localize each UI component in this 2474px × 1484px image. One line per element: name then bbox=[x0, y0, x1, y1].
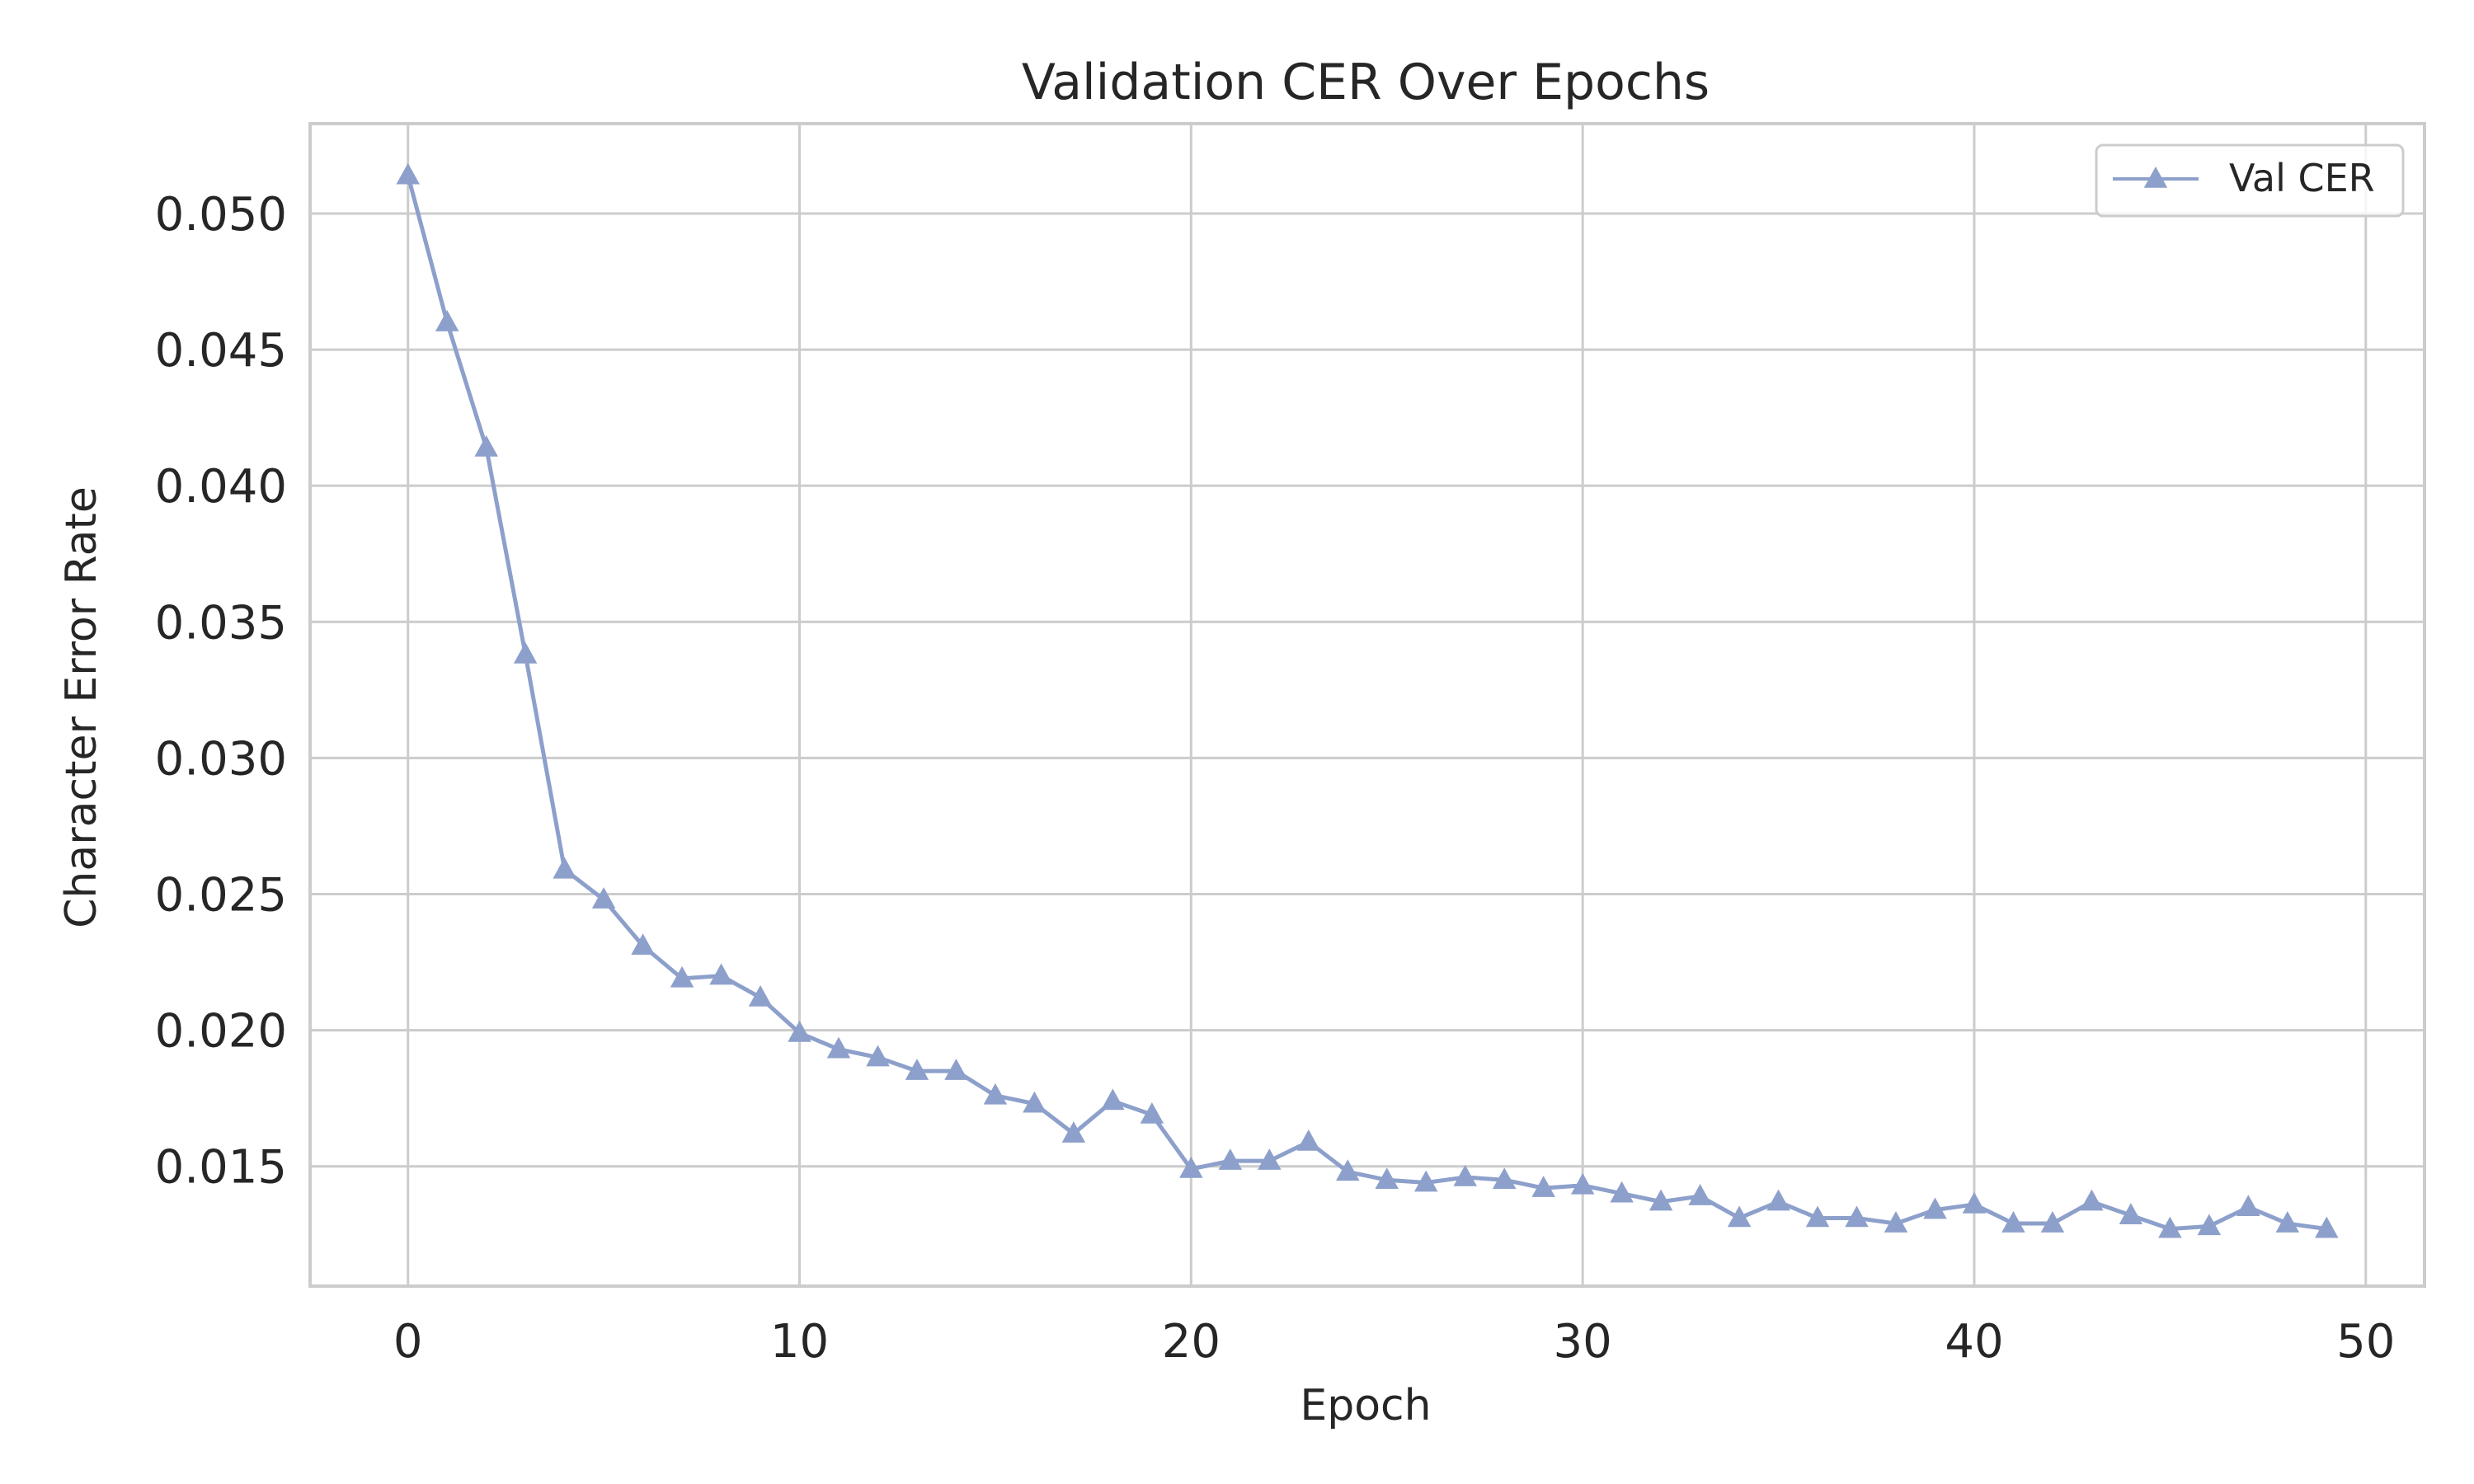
val-cer-point bbox=[1492, 1167, 1517, 1190]
val-cer-point bbox=[1258, 1148, 1282, 1170]
val-cer-point bbox=[1610, 1181, 1634, 1203]
val-cer-point bbox=[1023, 1091, 1047, 1113]
val-cer-point bbox=[866, 1045, 890, 1067]
val-cer-point bbox=[1727, 1205, 1752, 1228]
val-cer-point bbox=[826, 1036, 851, 1059]
val-cer-point bbox=[1061, 1121, 1086, 1143]
val-cer-point bbox=[2040, 1211, 2065, 1233]
grid-lines bbox=[310, 124, 2425, 1286]
y-tick-label: 0.040 bbox=[155, 460, 287, 514]
x-tick-label: 50 bbox=[2336, 1315, 2395, 1369]
legend-box bbox=[2095, 143, 2405, 218]
val-cer-point bbox=[2119, 1203, 2143, 1224]
val-cer-point bbox=[1766, 1189, 1790, 1211]
val-cer-point bbox=[1884, 1211, 1908, 1233]
y-tick-label: 0.025 bbox=[155, 868, 287, 922]
val-cer-point bbox=[1375, 1167, 1399, 1190]
val-cer-point bbox=[1453, 1164, 1477, 1186]
val-cer-point bbox=[1218, 1148, 1243, 1170]
val-cer-point bbox=[788, 1020, 811, 1042]
val-cer-point bbox=[1413, 1170, 1438, 1192]
val-cer-point bbox=[2315, 1216, 2339, 1238]
val-cer-point bbox=[396, 162, 420, 185]
val-cer-point bbox=[905, 1059, 929, 1080]
x-tick-label: 0 bbox=[393, 1315, 423, 1369]
x-tick-label: 30 bbox=[1554, 1315, 1612, 1369]
val-cer-point bbox=[631, 933, 655, 956]
val-cer-point bbox=[2197, 1214, 2222, 1236]
y-tick-label: 0.020 bbox=[155, 1005, 287, 1059]
series-layer bbox=[396, 162, 2339, 1238]
val-cer-point bbox=[1570, 1172, 1595, 1195]
val-cer-point bbox=[591, 887, 616, 909]
x-axis-label: Epoch bbox=[1300, 1381, 1431, 1430]
val-cer-point bbox=[513, 641, 538, 664]
y-axis-label: Character Error Rate bbox=[57, 486, 106, 928]
val-cer-point bbox=[1140, 1101, 1164, 1124]
val-cer-point bbox=[1962, 1191, 1987, 1214]
legend-triangle-marker bbox=[2143, 167, 2168, 188]
val-cer-point bbox=[1649, 1189, 1673, 1211]
val-cer-point bbox=[1336, 1159, 1360, 1181]
val-cer-point bbox=[1845, 1205, 1869, 1228]
val-cer-point bbox=[435, 310, 459, 331]
y-tick-label: 0.015 bbox=[155, 1141, 287, 1195]
val-cer-point bbox=[1179, 1157, 1203, 1178]
val-cer-point bbox=[2158, 1216, 2182, 1238]
val-cer-point bbox=[2080, 1189, 2104, 1211]
val-cer-point bbox=[709, 963, 733, 985]
val-cer-point bbox=[670, 965, 694, 988]
y-tick-label: 0.050 bbox=[155, 188, 287, 242]
y-tick-label: 0.045 bbox=[155, 324, 287, 378]
val-cer-point bbox=[1923, 1197, 1947, 1219]
y-tick-label: 0.030 bbox=[155, 732, 287, 786]
y-tick-labels: 0.015 0.020 0.025 0.030 0.035 0.040 0.045 0.050 bbox=[155, 188, 287, 1195]
val-cer-point bbox=[2001, 1211, 2025, 1233]
val-cer-point bbox=[1101, 1088, 1125, 1111]
chart-title: Validation CER Over Epochs bbox=[1022, 54, 1710, 111]
legend: Val CER bbox=[2095, 143, 2405, 218]
x-tick-label: 20 bbox=[1162, 1315, 1221, 1369]
val-cer-point bbox=[748, 984, 773, 1007]
val-cer-point bbox=[1531, 1176, 1555, 1197]
val-cer-point bbox=[983, 1082, 1008, 1105]
y-tick-label: 0.035 bbox=[155, 596, 287, 650]
val-cer-point bbox=[1805, 1205, 1830, 1228]
val-cer-point bbox=[1688, 1184, 1712, 1205]
val-cer-point bbox=[1296, 1129, 1321, 1151]
val-cer-point bbox=[553, 857, 576, 879]
x-tick-label: 10 bbox=[770, 1315, 829, 1369]
val-cer-point bbox=[944, 1059, 968, 1080]
plot-frame bbox=[308, 122, 2426, 1288]
val-cer-point bbox=[474, 434, 498, 457]
val-cer-point bbox=[2275, 1211, 2300, 1233]
x-tick-labels: 0 10 20 30 40 50 bbox=[393, 1315, 2396, 1369]
val-cer-point bbox=[2236, 1195, 2260, 1217]
legend-label-val-cer: Val CER bbox=[2229, 156, 2375, 200]
x-tick-label: 40 bbox=[1945, 1315, 2003, 1369]
